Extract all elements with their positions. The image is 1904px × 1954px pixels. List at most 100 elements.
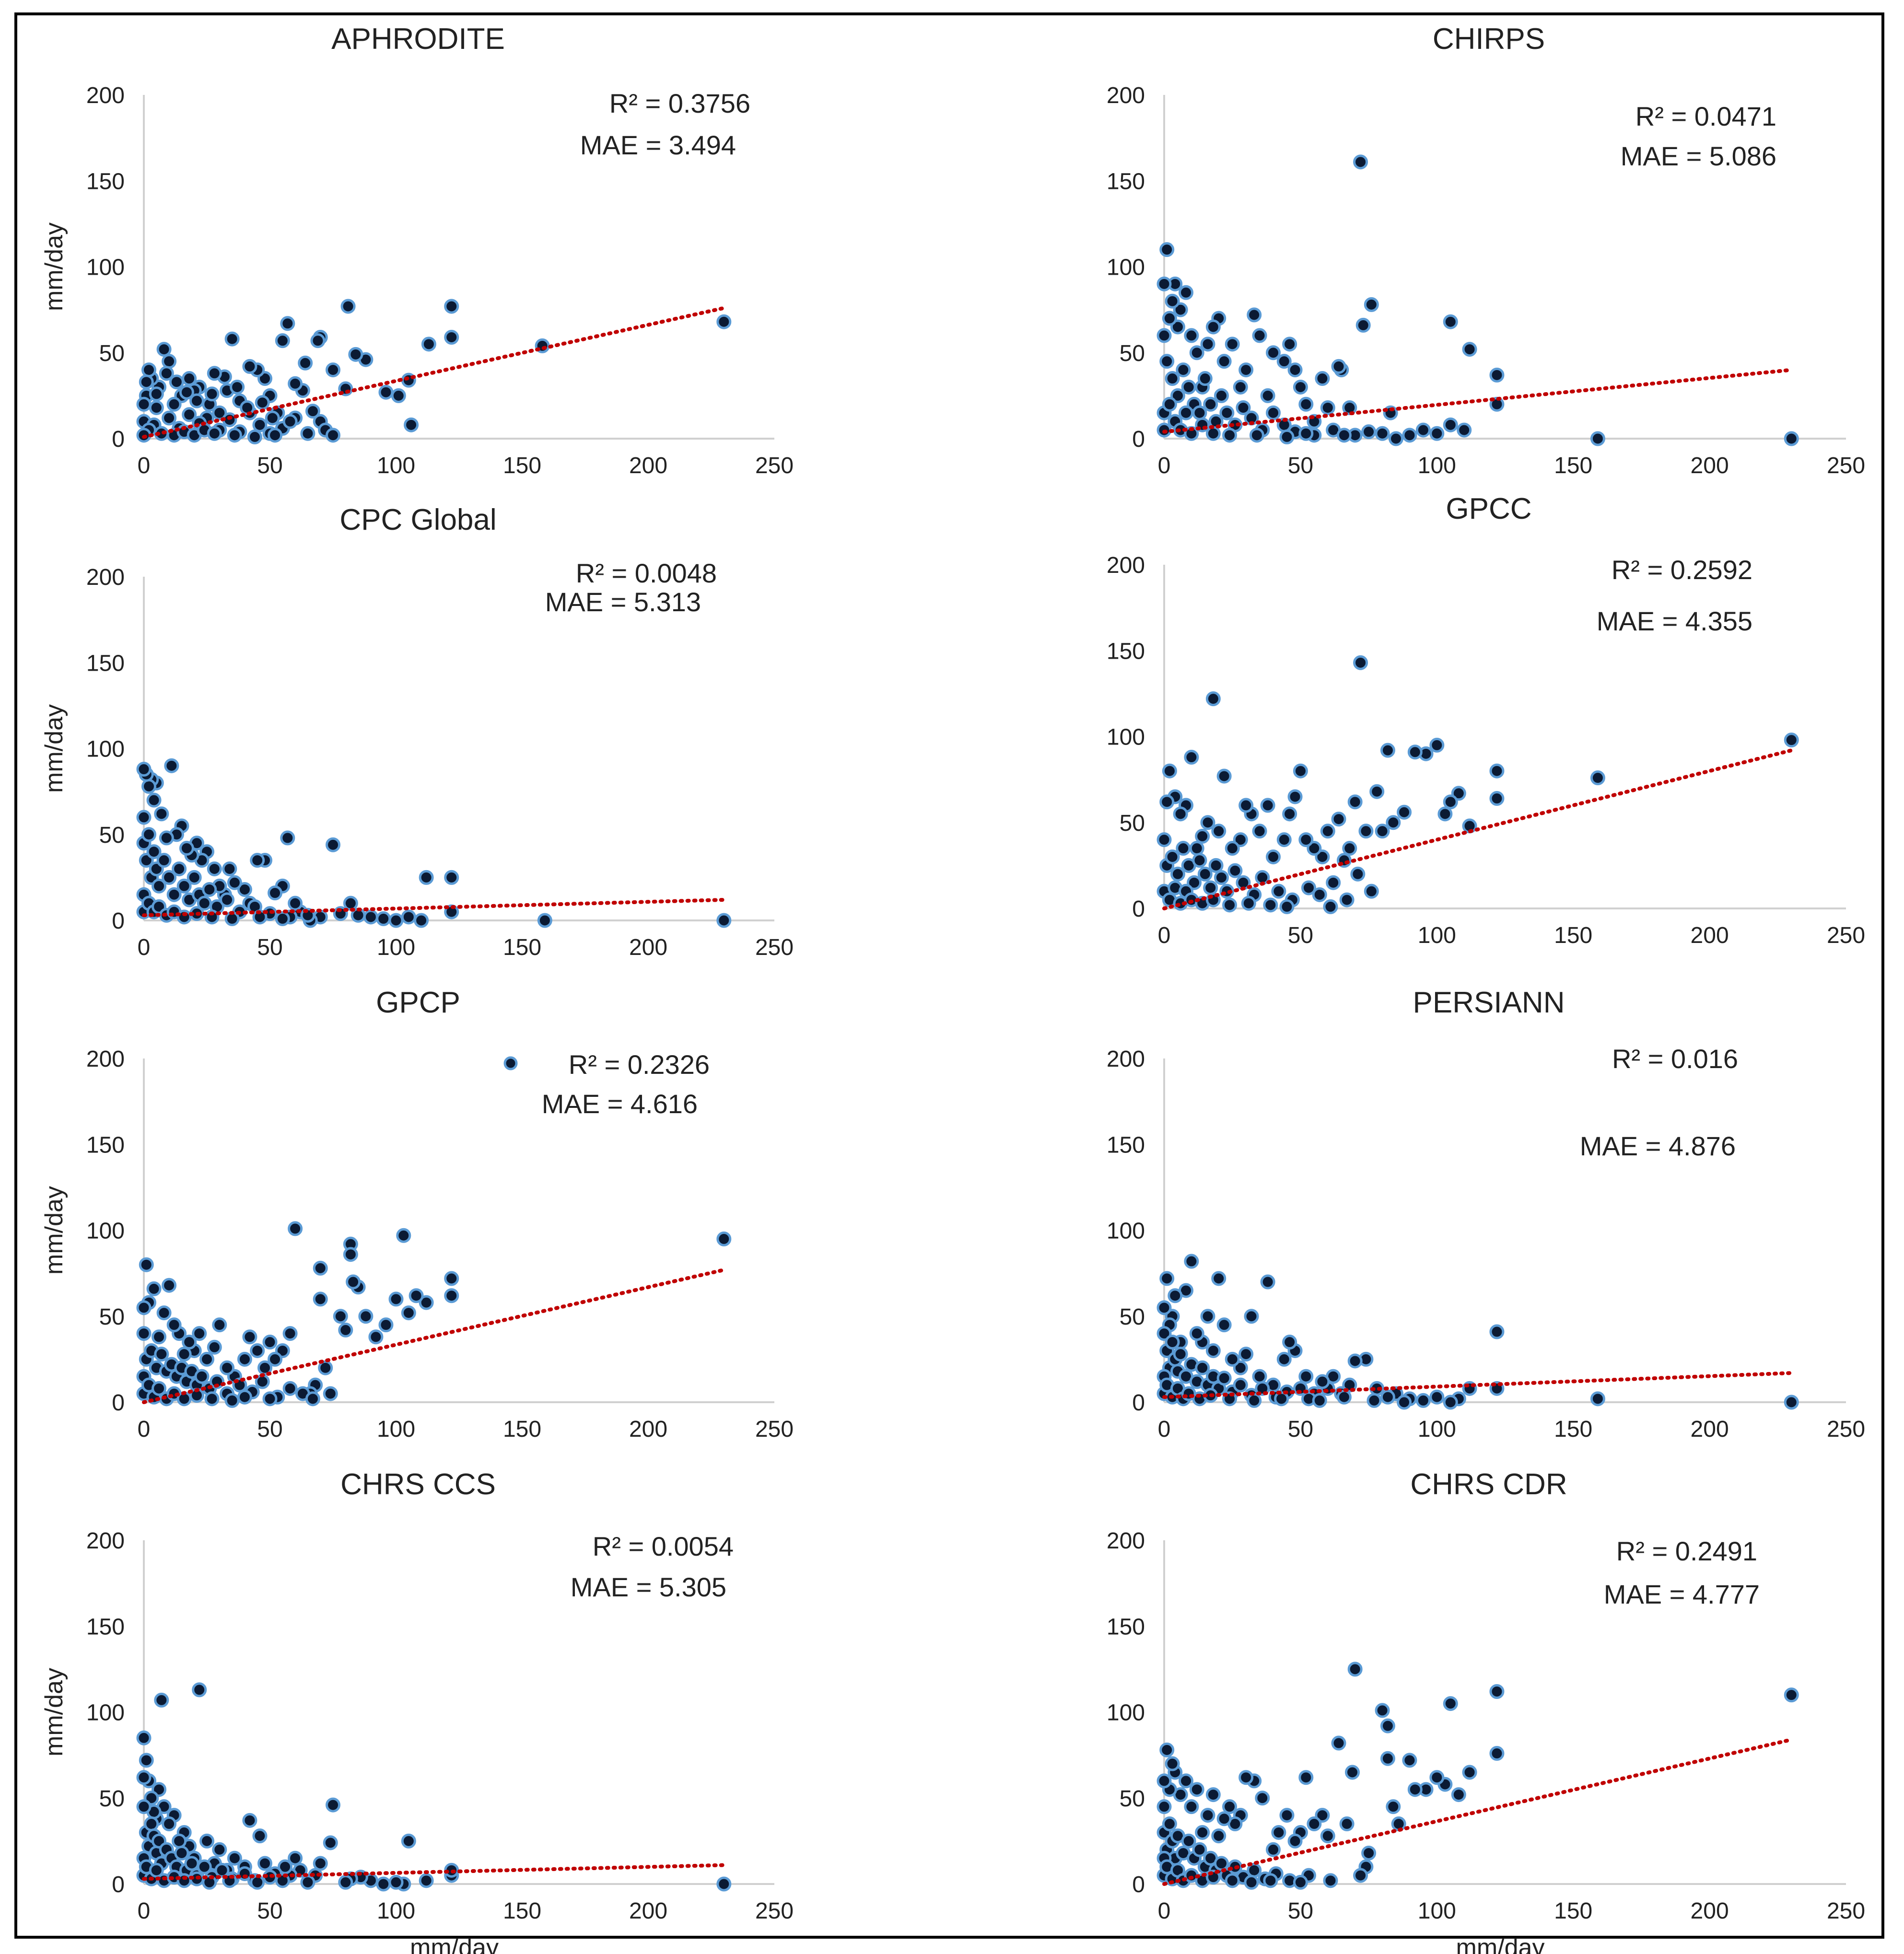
data-point [1184, 1254, 1199, 1269]
data-point [1451, 786, 1466, 801]
data-point [1156, 1300, 1172, 1315]
data-point [1162, 1816, 1177, 1832]
data-point [300, 426, 315, 441]
data-point [159, 830, 174, 846]
data-point [1339, 892, 1355, 907]
x-tick-label: 100 [1418, 1417, 1456, 1442]
data-point [212, 1842, 227, 1857]
data-point [162, 354, 177, 369]
data-point [278, 1859, 293, 1874]
x-tick-label: 250 [1827, 1417, 1865, 1442]
y-axis-label: mm/day [40, 1668, 68, 1756]
data-point [202, 882, 217, 897]
data-point [156, 342, 172, 357]
data-point [136, 1770, 152, 1785]
data-point [288, 1221, 303, 1236]
data-point [1252, 328, 1267, 343]
data-point [1293, 379, 1308, 395]
data-point [179, 384, 194, 400]
x-tick-label: 0 [1158, 453, 1171, 478]
data-point [250, 853, 265, 868]
data-point [340, 299, 356, 314]
y-tick-label: 150 [1107, 639, 1145, 664]
data-point [1156, 1773, 1172, 1789]
data-point [242, 359, 257, 374]
data-point [1184, 328, 1199, 343]
data-point [404, 417, 419, 432]
data-point [222, 861, 237, 876]
y-axis-label: mm/day [40, 222, 68, 311]
data-point [1397, 1395, 1412, 1410]
data-point [1380, 1389, 1395, 1405]
data-point [172, 1833, 187, 1849]
data-point [1252, 1369, 1267, 1384]
data-point [1165, 1335, 1180, 1350]
data-point [162, 410, 177, 426]
data-point [237, 1866, 252, 1881]
data-point [1236, 400, 1251, 415]
data-point [1326, 875, 1341, 890]
y-tick-label: 0 [1132, 896, 1145, 922]
x-tick-label: 250 [1827, 453, 1865, 478]
y-tick-label: 200 [1107, 83, 1145, 108]
data-point [139, 374, 154, 390]
data-point [1451, 1787, 1466, 1803]
data-point [1247, 307, 1262, 323]
data-point [1156, 276, 1172, 291]
data-point [1203, 396, 1218, 412]
data-point [1211, 1271, 1227, 1286]
data-point [224, 1393, 240, 1408]
panel-chrs-ccs: CHRS CCS 0 50 100 150 200 250 0 50 100 150 200 mm/da… [40, 1468, 794, 1954]
data-point [1222, 1799, 1238, 1814]
x-tick-label: 250 [1827, 923, 1865, 948]
data-point [1380, 743, 1395, 758]
data-point [305, 404, 320, 419]
data-point [1214, 388, 1229, 403]
data-point [338, 1874, 353, 1890]
y-tick-label: 150 [1107, 169, 1145, 194]
y-tick-label: 150 [86, 1614, 125, 1640]
data-point [1165, 293, 1180, 309]
data-point [1429, 1389, 1445, 1405]
data-point [1200, 1808, 1215, 1823]
data-point [1429, 737, 1445, 753]
r-squared-label: R² = 0.016 [1612, 1044, 1738, 1074]
data-point [1176, 362, 1191, 378]
trendline [142, 1863, 726, 1881]
data-point [227, 875, 242, 890]
data-point [162, 1816, 177, 1832]
x-tick-label: 200 [629, 453, 667, 478]
data-point [1402, 1753, 1417, 1768]
data-point [1162, 763, 1177, 779]
data-point [1225, 337, 1240, 352]
x-tick-label: 0 [138, 453, 151, 478]
data-point [1200, 815, 1215, 830]
data-point [1307, 1816, 1322, 1832]
data-point [1443, 1395, 1458, 1410]
data-point [388, 1874, 404, 1890]
data-point [1364, 297, 1379, 312]
x-tick-label: 200 [1691, 453, 1729, 478]
data-point [1342, 841, 1357, 856]
data-point [1347, 1662, 1363, 1677]
data-point [1173, 302, 1188, 317]
data-point [313, 1260, 328, 1276]
data-point [1293, 763, 1308, 779]
data-point [162, 870, 177, 885]
x-tick-label: 50 [257, 453, 282, 478]
y-tick-label: 50 [99, 1304, 125, 1330]
data-point [1260, 798, 1275, 813]
r-squared-label: R² = 0.0048 [576, 558, 717, 588]
data-point [396, 1228, 411, 1243]
data-point [1350, 866, 1366, 882]
data-point [1353, 154, 1368, 170]
data-point [1407, 1782, 1423, 1797]
mae-label: MAE = 5.313 [545, 587, 701, 617]
x-tick-label: 200 [1691, 1417, 1729, 1442]
data-point [288, 1850, 303, 1866]
data-point [1320, 824, 1335, 839]
data-point [199, 1351, 214, 1367]
data-point [192, 1326, 207, 1341]
trendline [1162, 368, 1794, 434]
y-tick-label: 50 [1120, 341, 1145, 366]
